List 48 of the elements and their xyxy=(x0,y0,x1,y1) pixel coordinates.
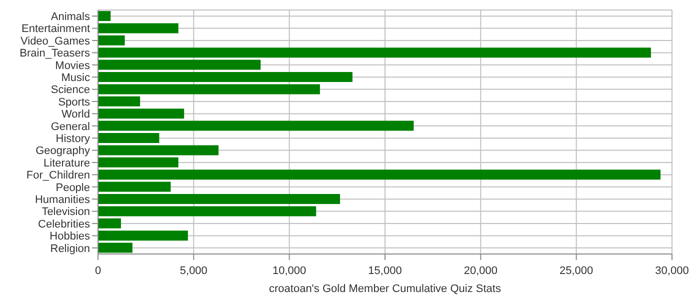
y-tick-label: General xyxy=(50,120,90,133)
y-tick-label: Brain_Teasers xyxy=(20,48,90,60)
x-tick-label: 10,000 xyxy=(272,265,306,277)
bar xyxy=(98,11,111,21)
y-tick-label: Geography xyxy=(36,145,90,158)
bar xyxy=(98,23,178,34)
y-tick-label: Religion xyxy=(50,242,90,255)
y-tick-label: Sports xyxy=(58,96,90,108)
bar xyxy=(98,60,261,70)
bar xyxy=(98,35,125,46)
x-tick-label: 20,000 xyxy=(464,265,498,277)
x-tick-label: 15,000 xyxy=(368,265,402,277)
bar xyxy=(98,96,140,106)
y-tick-label: Humanities xyxy=(34,194,90,206)
bar xyxy=(98,84,320,94)
y-tick-label: Entertainment xyxy=(22,23,90,36)
x-tick-label: 0 xyxy=(94,265,102,277)
bar xyxy=(98,218,121,228)
bar xyxy=(98,145,219,156)
y-tick-label: Celebrities xyxy=(38,218,90,230)
bar xyxy=(98,120,414,131)
bar xyxy=(98,230,188,241)
y-tick-label: Literature xyxy=(44,157,90,170)
bar xyxy=(98,242,132,253)
x-tick-label: 25,000 xyxy=(560,265,594,277)
bar xyxy=(98,206,316,216)
y-tick-label: Music xyxy=(61,72,90,84)
y-tick-label: History xyxy=(56,133,90,146)
x-tick-label: 5,000 xyxy=(180,265,208,277)
y-tick-label: Animals xyxy=(50,11,90,24)
bar xyxy=(98,48,651,58)
bar xyxy=(98,157,178,168)
bar xyxy=(98,108,184,119)
bar xyxy=(98,194,340,204)
x-tick-label: 30,000 xyxy=(655,265,689,277)
y-tick-label: Video_Games xyxy=(20,35,90,48)
y-tick-label: World xyxy=(61,108,90,121)
bar xyxy=(98,133,160,143)
bar xyxy=(98,170,661,180)
x-axis-title: croatoan's Gold Member Cumulative Quiz Stats xyxy=(269,282,502,295)
y-tick-label: For_Children xyxy=(26,170,90,182)
y-tick-label: Movies xyxy=(55,60,90,72)
y-tick-label: Science xyxy=(50,84,90,96)
y-tick-label: Hobbies xyxy=(50,230,90,243)
y-tick-label: Television xyxy=(42,206,90,218)
bar xyxy=(98,72,352,82)
y-tick-label: People xyxy=(56,182,90,194)
bar xyxy=(98,182,171,192)
